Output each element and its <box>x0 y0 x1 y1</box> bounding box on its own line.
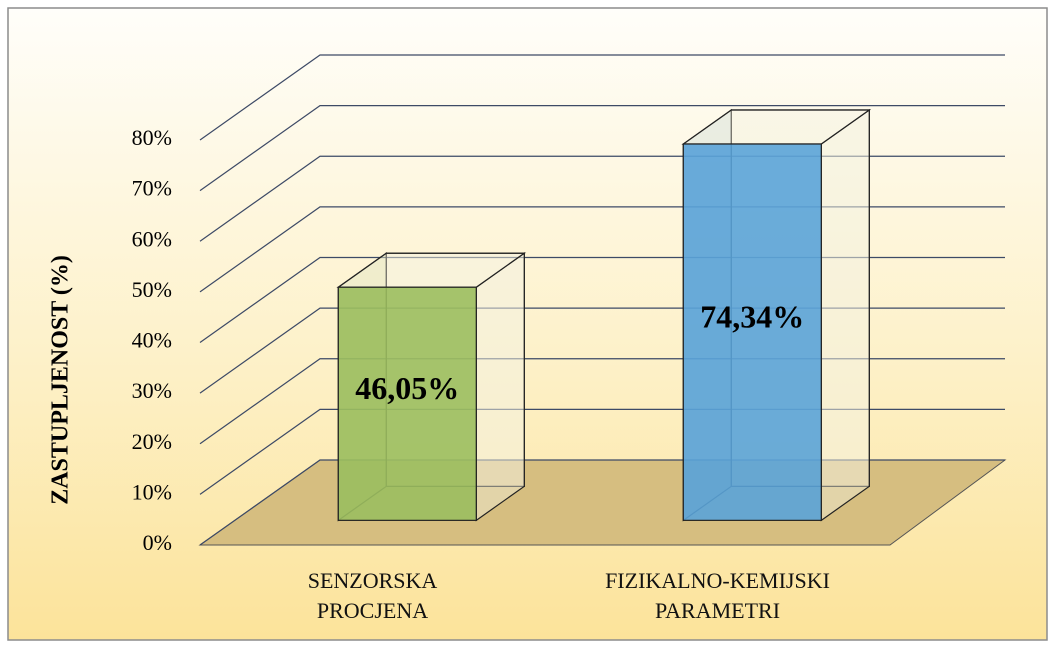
y-tick-label: 40% <box>132 328 172 353</box>
y-tick-label: 10% <box>132 479 172 504</box>
x-tick-label: SENZORSKA PROCJENA <box>307 568 438 623</box>
bar-3d: 74,34% <box>681 108 872 522</box>
data-label: 46,05% <box>355 370 459 406</box>
bars: 46,05% 74,34% <box>336 108 872 522</box>
grid-line <box>199 54 1005 141</box>
grid-line <box>199 105 1005 192</box>
y-tick-label: 60% <box>132 226 172 251</box>
y-tick-label: 0% <box>143 530 172 555</box>
y-tick-label: 80% <box>132 125 172 150</box>
y-tick-label: 70% <box>132 176 172 201</box>
x-tick-label: FIZIKALNO-KEMIJSKI PARAMETRI <box>605 568 830 623</box>
y-tick-label: 50% <box>132 277 172 302</box>
y-tick-label: 20% <box>132 429 172 454</box>
y-axis-title: ZASTUPLJENOST (%) <box>48 255 74 505</box>
floor <box>198 459 1007 546</box>
bar <box>337 286 477 521</box>
bar-side <box>820 108 870 522</box>
bar <box>682 143 822 521</box>
data-label: 74,34% <box>700 299 804 335</box>
bar-3d: 46,05% <box>336 252 527 522</box>
bar-side <box>475 252 525 522</box>
y-tick-label: 30% <box>132 378 172 403</box>
